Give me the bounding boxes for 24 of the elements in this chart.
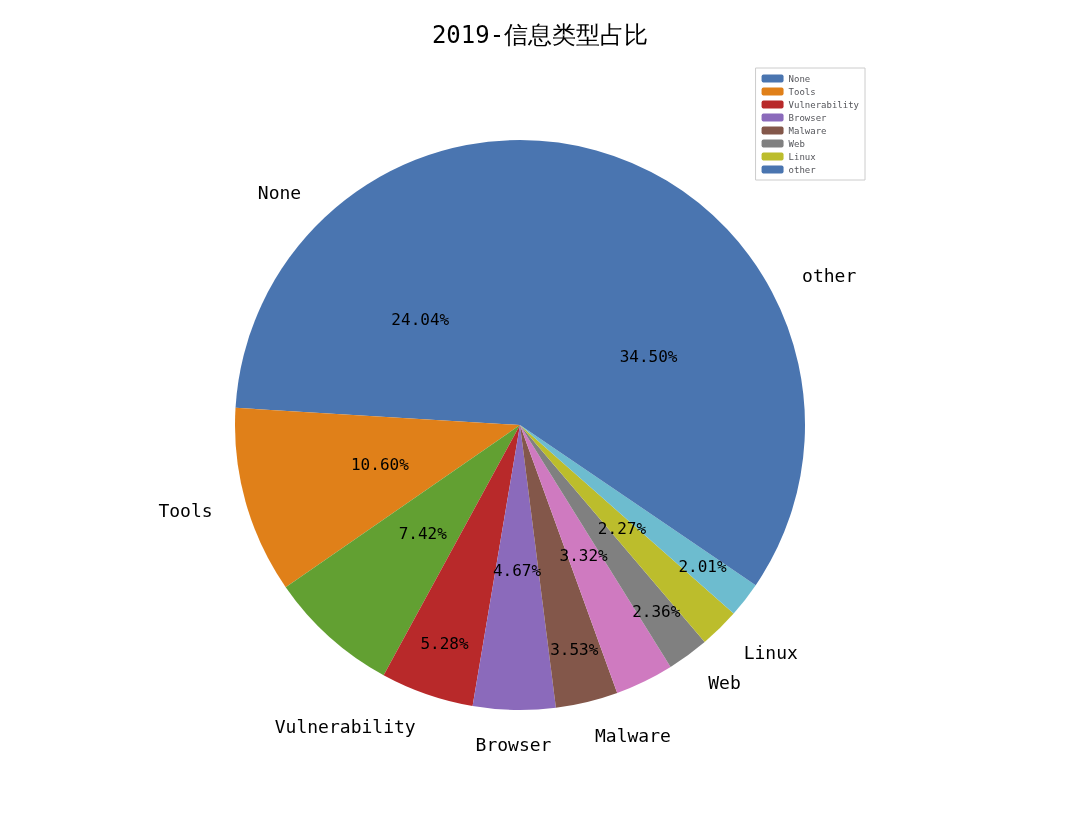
data-label: 24.04% — [391, 309, 450, 329]
slice-label: Vulnerability — [274, 716, 416, 738]
slice-label: None — [257, 182, 302, 204]
legend-label: None — [788, 73, 811, 84]
data-label: 34.50% — [619, 347, 678, 367]
data-label: 10.60% — [350, 454, 410, 474]
legend-label: Malware — [788, 125, 827, 136]
data-label: 3.53% — [550, 640, 599, 660]
legend-label: Web — [788, 138, 805, 149]
legend-label: Linux — [788, 151, 817, 162]
legend-label: Browser — [788, 112, 828, 123]
legend-label: Tools — [788, 86, 816, 97]
data-label: 5.28% — [420, 633, 469, 653]
slice-label: Web — [708, 672, 741, 694]
slice-label: Browser — [475, 733, 552, 755]
legend-label: other — [788, 164, 817, 175]
data-label: 2.01% — [678, 557, 727, 577]
slice-label: Linux — [743, 642, 798, 664]
legend-label: Vulnerability — [788, 99, 860, 110]
chart-title: 2019-信息类型占比 — [431, 21, 649, 49]
slice-label: other — [802, 265, 857, 287]
slice-label: Tools — [158, 500, 213, 522]
data-label: 7.42% — [398, 523, 448, 543]
slice-label: Malware — [595, 724, 671, 746]
